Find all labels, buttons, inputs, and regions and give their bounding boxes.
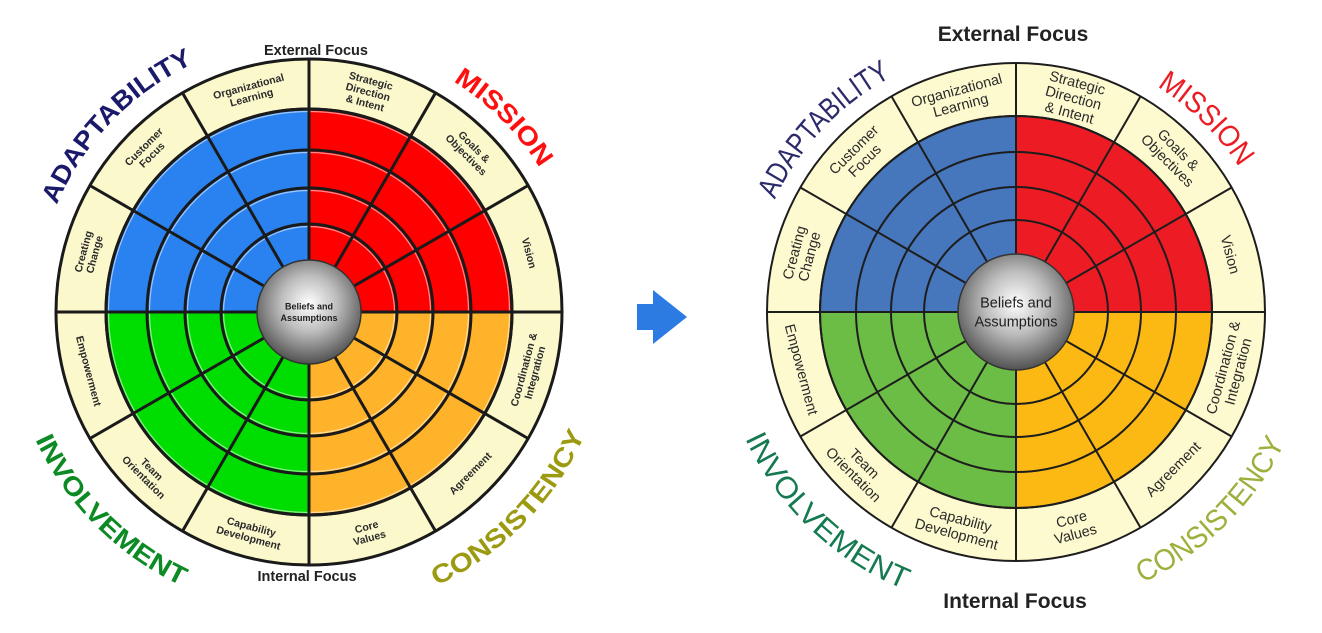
sector-divider xyxy=(181,356,285,532)
core-label-line: Beliefs and xyxy=(285,301,333,311)
sector-divider xyxy=(890,95,988,263)
sector-divider xyxy=(333,92,437,268)
internal-focus-label: Internal Focus xyxy=(257,569,356,585)
sector-divider xyxy=(1065,186,1233,284)
sector-divider xyxy=(181,92,285,268)
sector-label-line: Core xyxy=(354,518,380,536)
core-label-line: Assumptions xyxy=(280,313,337,323)
sector-divider xyxy=(890,361,988,529)
sector-divider xyxy=(353,184,529,288)
sector-divider xyxy=(1044,361,1142,529)
sector-divider xyxy=(1044,95,1142,263)
internal-focus-label: Internal Focus xyxy=(943,590,1087,613)
sector-divider xyxy=(799,340,967,438)
beliefs-assumptions-core xyxy=(957,253,1075,371)
core-label: Beliefs and Assumptions xyxy=(280,301,337,323)
core-label: Beliefs and Assumptions xyxy=(974,296,1057,331)
sector-divider xyxy=(333,356,437,532)
arrow-right-icon xyxy=(637,290,687,344)
external-focus-label: External Focus xyxy=(264,43,368,59)
beliefs-assumptions-core xyxy=(256,259,362,365)
sector-label-line: Core xyxy=(1054,508,1089,532)
sector-divider xyxy=(799,186,967,284)
core-label-line: Assumptions xyxy=(974,315,1057,331)
external-focus-label: External Focus xyxy=(938,23,1089,46)
sector-divider xyxy=(1065,340,1233,438)
sector-divider xyxy=(89,336,265,440)
sector-divider xyxy=(89,184,265,288)
sector-divider xyxy=(353,336,529,440)
core-label-line: Beliefs and xyxy=(980,296,1052,312)
